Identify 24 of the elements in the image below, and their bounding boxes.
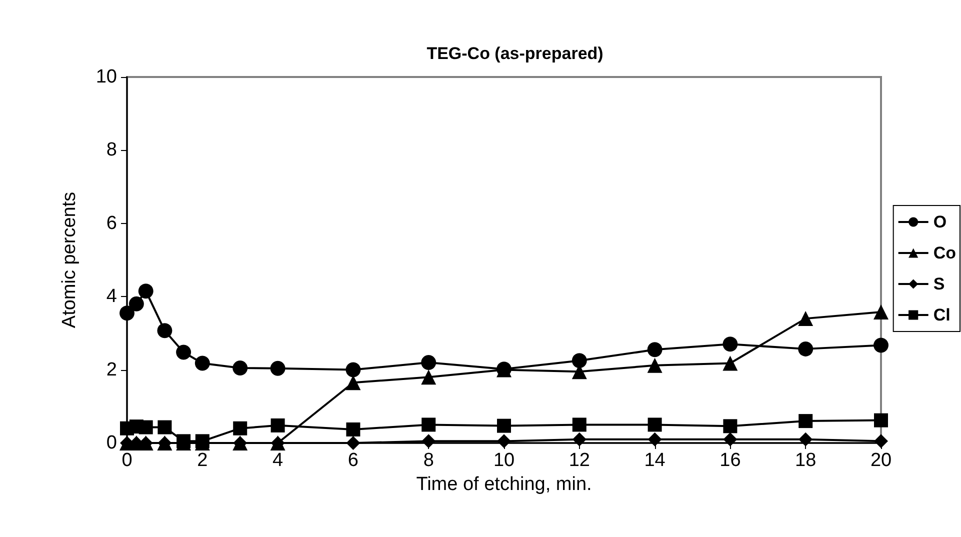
y-tick-label: 2 bbox=[106, 359, 117, 380]
legend-label: S bbox=[933, 274, 945, 294]
y-axis-title: Atomic percents bbox=[59, 192, 80, 328]
x-tick-label: 20 bbox=[870, 450, 892, 471]
y-tick-label: 10 bbox=[96, 66, 117, 88]
y-tick-label: 4 bbox=[106, 286, 118, 308]
y-tick-label: 8 bbox=[106, 140, 117, 161]
chart-title: TEG-Co (as-prepared) bbox=[426, 44, 604, 63]
x-tick-label: 14 bbox=[644, 450, 666, 471]
x-tick-label: 12 bbox=[568, 450, 590, 471]
x-tick-label: 0 bbox=[122, 450, 132, 471]
x-tick-label: 2 bbox=[197, 450, 208, 471]
legend-label: O bbox=[933, 212, 947, 232]
x-tick-label: 6 bbox=[348, 450, 358, 471]
x-tick-label: 18 bbox=[795, 450, 816, 471]
y-tick-label: 0 bbox=[106, 432, 117, 454]
y-tick-label: 6 bbox=[106, 212, 117, 234]
x-tick-label: 10 bbox=[493, 450, 515, 471]
x-tick-label: 8 bbox=[423, 450, 434, 471]
x-tick-label: 16 bbox=[720, 450, 741, 471]
x-axis-title: Time of etching, min. bbox=[416, 474, 592, 495]
legend-label: Co bbox=[933, 244, 956, 262]
legend-label: Cl bbox=[933, 306, 950, 324]
x-tick-label: 4 bbox=[272, 450, 284, 471]
